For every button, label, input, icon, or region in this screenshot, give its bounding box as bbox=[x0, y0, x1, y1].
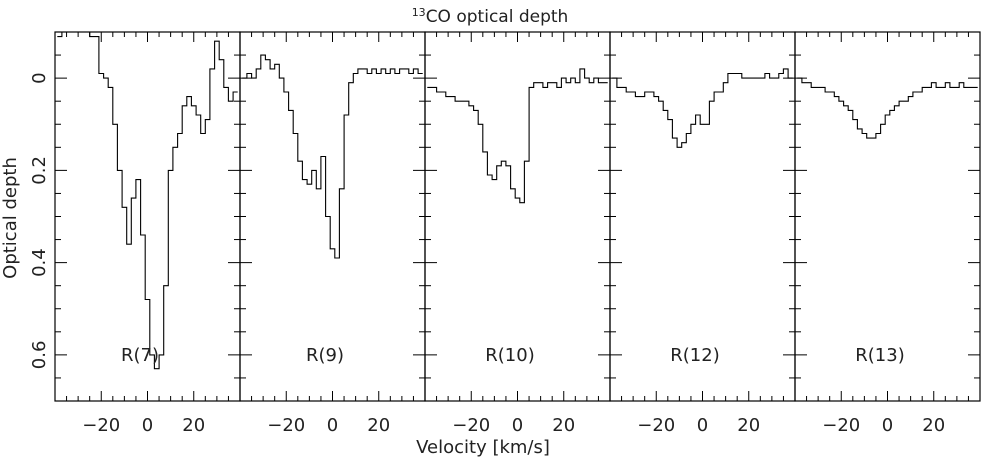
x-tick-label: −20 bbox=[82, 415, 120, 436]
panel-label: R(9) bbox=[306, 345, 344, 366]
y-axis-label: Optical depth bbox=[0, 157, 21, 279]
x-tick-label: −20 bbox=[637, 415, 675, 436]
x-tick-label: −20 bbox=[267, 415, 305, 436]
series-line bbox=[797, 77, 978, 139]
x-tick-label: 20 bbox=[182, 415, 205, 436]
y-tick-label: 0.2 bbox=[29, 156, 50, 185]
y-tick-labels: 0 0.2 0.4 0.6 bbox=[29, 72, 50, 369]
y-tick-label: 0.6 bbox=[29, 341, 50, 370]
panel-5: R(13) bbox=[794, 31, 981, 402]
x-tick-label: −20 bbox=[822, 415, 860, 436]
series-line bbox=[57, 32, 238, 370]
panel-label: R(7) bbox=[121, 345, 159, 366]
x-tick-label: 0 bbox=[697, 415, 708, 436]
panel-3: R(10) bbox=[424, 31, 611, 402]
title-species: CO bbox=[426, 7, 451, 27]
panel-1: R(7) bbox=[54, 31, 241, 402]
title-rest: optical depth bbox=[456, 7, 568, 27]
x-tick-label: −20 bbox=[452, 415, 490, 436]
panel-label: R(12) bbox=[670, 345, 719, 366]
x-tick-label: 20 bbox=[922, 415, 945, 436]
panels: R(7) R(9) R(10) R(12) R(13) bbox=[54, 31, 981, 402]
panel-2: R(9) bbox=[239, 31, 426, 402]
series-line bbox=[612, 68, 793, 148]
panel-4: R(12) bbox=[609, 31, 796, 402]
x-tick-label: 20 bbox=[737, 415, 760, 436]
x-tick-label: 20 bbox=[367, 415, 390, 436]
panel-label: R(10) bbox=[485, 345, 534, 366]
panel-label: R(13) bbox=[855, 345, 904, 366]
chart-title: 13CO optical depth bbox=[412, 6, 569, 27]
series-line bbox=[242, 54, 423, 259]
y-tick-label: 0.4 bbox=[29, 248, 50, 277]
x-tick-label: 0 bbox=[882, 415, 893, 436]
x-tick-label: 0 bbox=[512, 415, 523, 436]
series-line bbox=[427, 68, 608, 204]
x-tick-label: 20 bbox=[552, 415, 575, 436]
x-tick-label: 0 bbox=[142, 415, 153, 436]
x-tick-label: 0 bbox=[327, 415, 338, 436]
y-tick-label: 0 bbox=[29, 72, 50, 83]
title-superscript: 13 bbox=[412, 6, 426, 19]
x-tick-labels: −20 0 20 −20 0 20 −20 0 20 −20 0 20 −20 0 20 bbox=[82, 415, 945, 436]
x-axis-label: Velocity [km/s] bbox=[416, 437, 550, 457]
